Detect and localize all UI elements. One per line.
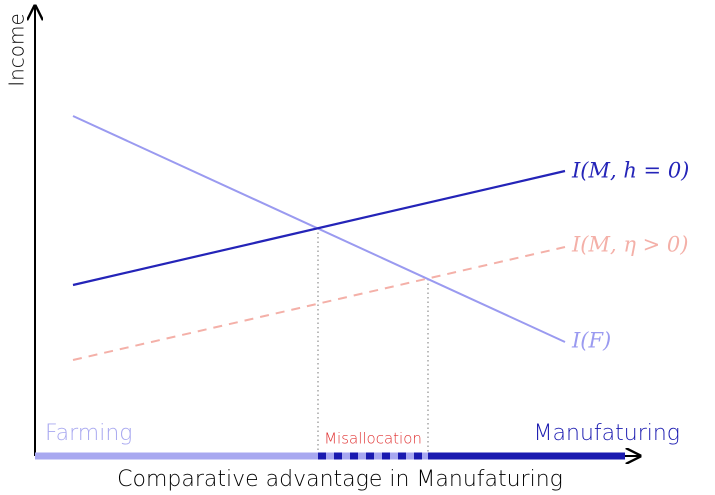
manufacturing-curve <box>72 169 566 287</box>
region-label: Manufaturing <box>534 421 680 446</box>
x-axis-label: Comparative advantage in Manufaturing <box>117 467 563 492</box>
curve-label: I(F) <box>571 329 611 353</box>
curve-label: I(M, η > 0) <box>571 233 688 257</box>
distorted-curve <box>72 246 566 361</box>
region-label: Misallocation <box>324 430 422 448</box>
region-label: Farming <box>45 421 132 446</box>
y-axis-label: Income <box>5 13 29 87</box>
curve-label: I(M, h = 0) <box>571 159 689 183</box>
